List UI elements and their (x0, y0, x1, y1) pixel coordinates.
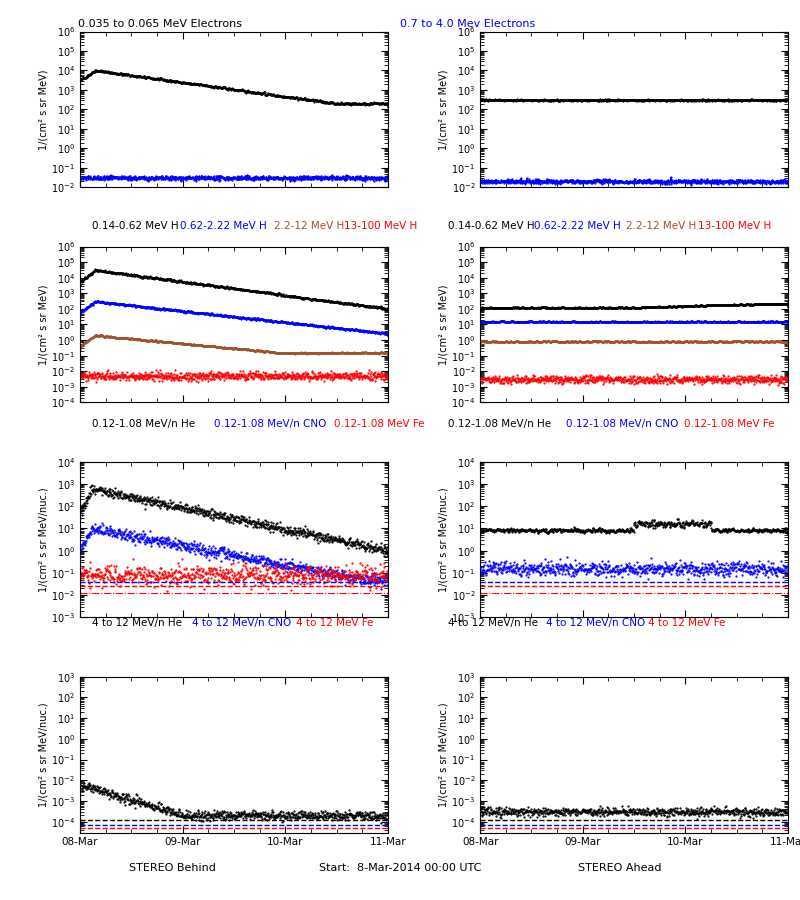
Y-axis label: 1/(cm² s sr MeV): 1/(cm² s sr MeV) (438, 69, 449, 149)
Text: 4 to 12 MeV/n He: 4 to 12 MeV/n He (92, 618, 182, 628)
Text: 0.62-2.22 MeV H: 0.62-2.22 MeV H (180, 221, 266, 231)
Text: STEREO Behind: STEREO Behind (129, 863, 215, 873)
Y-axis label: 1/(cm² s sr MeV/nuc.): 1/(cm² s sr MeV/nuc.) (438, 702, 448, 807)
Text: 0.12-1.08 MeV Fe: 0.12-1.08 MeV Fe (334, 419, 425, 429)
Text: 0.14-0.62 MeV H: 0.14-0.62 MeV H (448, 221, 534, 231)
Y-axis label: 1/(cm² s sr MeV/nuc.): 1/(cm² s sr MeV/nuc.) (438, 487, 449, 592)
Text: 0.035 to 0.065 MeV Electrons: 0.035 to 0.065 MeV Electrons (78, 19, 242, 29)
Y-axis label: 1/(cm² s sr MeV): 1/(cm² s sr MeV) (38, 284, 48, 364)
Text: 13-100 MeV H: 13-100 MeV H (344, 221, 418, 231)
Text: 4 to 12 MeV Fe: 4 to 12 MeV Fe (296, 618, 374, 628)
Text: 2.2-12 MeV H: 2.2-12 MeV H (626, 221, 696, 231)
Text: 0.14-0.62 MeV H: 0.14-0.62 MeV H (92, 221, 178, 231)
Text: 0.12-1.08 MeV/n CNO: 0.12-1.08 MeV/n CNO (214, 419, 326, 429)
Text: 4 to 12 MeV/n CNO: 4 to 12 MeV/n CNO (192, 618, 291, 628)
Text: 0.12-1.08 MeV/n CNO: 0.12-1.08 MeV/n CNO (566, 419, 678, 429)
Text: 0.12-1.08 MeV/n He: 0.12-1.08 MeV/n He (448, 419, 551, 429)
Text: 0.12-1.08 MeV Fe: 0.12-1.08 MeV Fe (684, 419, 774, 429)
Text: 4 to 12 MeV Fe: 4 to 12 MeV Fe (648, 618, 726, 628)
Y-axis label: 1/(cm² s sr MeV/nuc.): 1/(cm² s sr MeV/nuc.) (38, 702, 48, 807)
Text: 0.12-1.08 MeV/n He: 0.12-1.08 MeV/n He (92, 419, 195, 429)
Text: 0.7 to 4.0 Mev Electrons: 0.7 to 4.0 Mev Electrons (400, 19, 536, 29)
Text: Start:  8-Mar-2014 00:00 UTC: Start: 8-Mar-2014 00:00 UTC (319, 863, 481, 873)
Text: 4 to 12 MeV/n He: 4 to 12 MeV/n He (448, 618, 538, 628)
Y-axis label: 1/(cm² s sr MeV/nuc.): 1/(cm² s sr MeV/nuc.) (38, 487, 48, 592)
Y-axis label: 1/(cm² s sr MeV): 1/(cm² s sr MeV) (438, 284, 448, 364)
Text: 2.2-12 MeV H: 2.2-12 MeV H (274, 221, 344, 231)
Text: 4 to 12 MeV/n CNO: 4 to 12 MeV/n CNO (546, 618, 645, 628)
Y-axis label: 1/(cm² s sr MeV): 1/(cm² s sr MeV) (38, 69, 49, 149)
Text: 0.62-2.22 MeV H: 0.62-2.22 MeV H (534, 221, 621, 231)
Text: STEREO Ahead: STEREO Ahead (578, 863, 662, 873)
Text: 13-100 MeV H: 13-100 MeV H (698, 221, 771, 231)
